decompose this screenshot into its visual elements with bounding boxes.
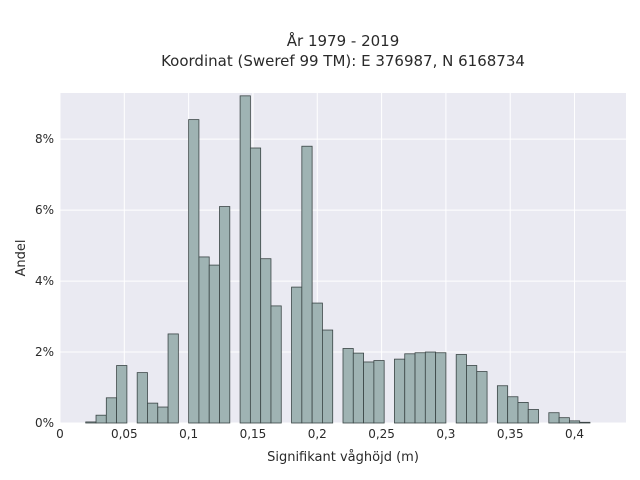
- histogram-bar: [291, 286, 303, 424]
- histogram-bar: [147, 402, 159, 424]
- histogram-bar: [136, 372, 148, 424]
- histogram-bar: [569, 420, 581, 424]
- histogram-bar: [219, 206, 231, 424]
- x-tick-label: 0,25: [368, 427, 395, 441]
- x-tick-label: 0,05: [111, 427, 138, 441]
- x-tick-label: 0,2: [308, 427, 327, 441]
- histogram-bar: [517, 402, 529, 424]
- histogram-bar: [435, 352, 447, 424]
- histogram-bar: [394, 358, 406, 424]
- histogram-bar: [270, 305, 282, 424]
- chart-title: År 1979 - 2019: [287, 31, 400, 50]
- x-tick-label: 0: [56, 427, 64, 441]
- y-tick-label: 0%: [35, 416, 54, 430]
- histogram-bar: [424, 351, 437, 424]
- y-axis-label: Andel: [14, 240, 29, 277]
- histogram-bar: [239, 95, 251, 424]
- histogram-bar: [466, 365, 478, 424]
- histogram-bar: [558, 417, 570, 424]
- x-axis-label: Signifikant våghöjd (m): [267, 450, 419, 465]
- y-tick-label: 4%: [35, 274, 54, 288]
- histogram-bar: [198, 256, 210, 424]
- histogram-bar: [311, 302, 323, 424]
- histogram-bar: [342, 348, 354, 424]
- histogram-bar: [496, 385, 509, 424]
- histogram-bar: [105, 397, 117, 424]
- y-tick-label: 8%: [35, 132, 54, 146]
- x-tick-label: 0,3: [436, 427, 455, 441]
- histogram-bar: [85, 421, 97, 424]
- x-tick-label: 0,35: [497, 427, 524, 441]
- histogram-bar: [249, 147, 262, 424]
- bars: [85, 95, 591, 424]
- chart-subtitle: Koordinat (Sweref 99 TM): E 376987, N 61…: [161, 52, 525, 70]
- histogram-bar: [167, 333, 179, 424]
- histogram-bar: [208, 264, 220, 424]
- histogram-bar: [455, 354, 467, 424]
- histogram-bar: [414, 352, 426, 424]
- histogram-bar: [548, 412, 560, 424]
- histogram-bar: [116, 365, 128, 424]
- histogram-bar: [188, 119, 200, 424]
- histogram-bar: [260, 258, 272, 424]
- y-tick-label: 6%: [35, 203, 54, 217]
- histogram-bar: [352, 352, 364, 424]
- histogram-bar: [404, 353, 416, 424]
- histogram-bar: [322, 329, 334, 424]
- x-tick-label: 0,1: [179, 427, 198, 441]
- histogram-bar: [476, 371, 488, 424]
- histogram-bar: [95, 414, 107, 424]
- histogram-bar: [301, 145, 313, 424]
- x-tick-label: 0,4: [565, 427, 584, 441]
- histogram-bar: [579, 421, 591, 424]
- histogram-bar: [157, 406, 169, 424]
- histogram-bar: [373, 360, 385, 424]
- tick-labels: 0 0,05 0,1 0,15 0,2 0,25 0,3 0,35 0,4 0% 2% 4% 6% 8%: [35, 132, 584, 441]
- y-tick-label: 2%: [35, 345, 54, 359]
- histogram-bar: [363, 361, 375, 424]
- x-tick-label: 0,15: [240, 427, 267, 441]
- histogram-bar: [527, 409, 539, 424]
- histogram-bar: [507, 396, 519, 424]
